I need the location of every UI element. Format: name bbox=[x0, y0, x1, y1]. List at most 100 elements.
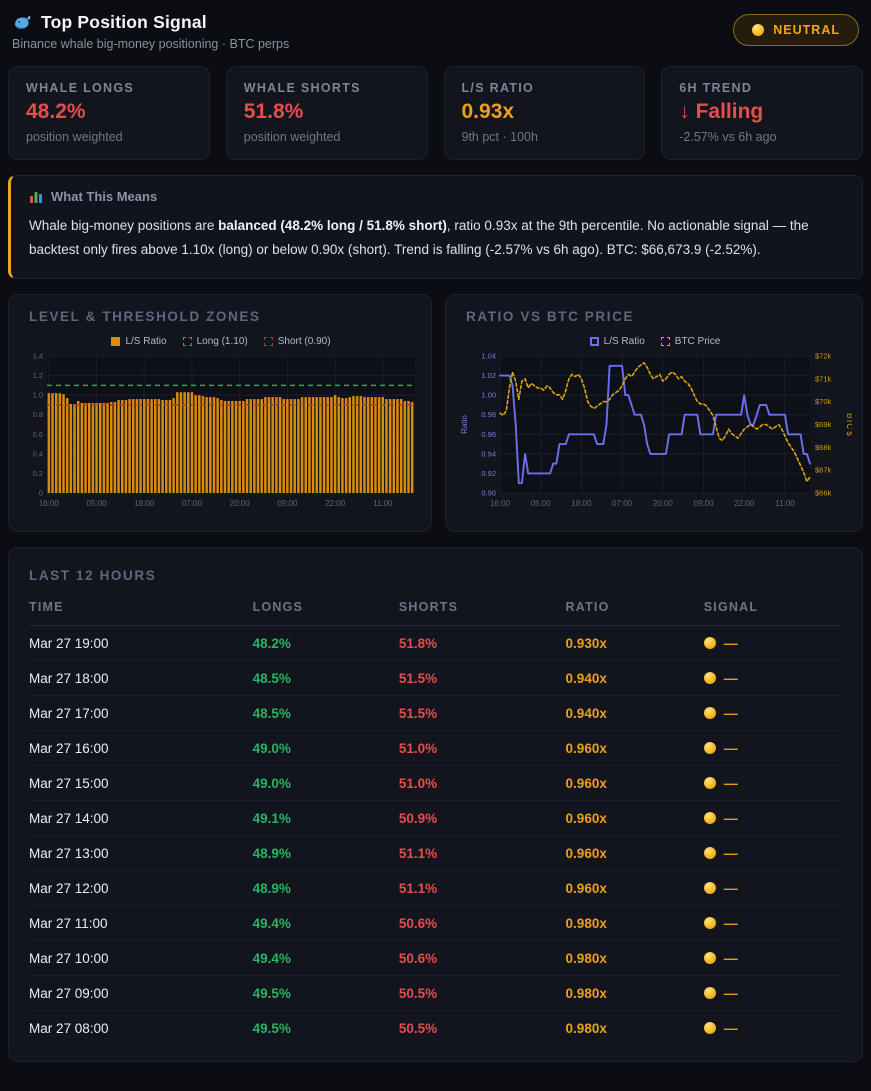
table-row: Mar 27 08:00 49.5% 50.5% 0.980x — bbox=[29, 1011, 842, 1046]
svg-text:0.2: 0.2 bbox=[33, 469, 43, 478]
table-row: Mar 27 13:00 48.9% 51.1% 0.960x — bbox=[29, 835, 842, 872]
shorts-cell: 50.9% bbox=[398, 800, 566, 837]
shorts-cell: 51.5% bbox=[398, 695, 566, 732]
table-row: Mar 27 11:00 49.4% 50.6% 0.980x — bbox=[29, 905, 842, 942]
stat-sub: -2.57% vs 6h ago bbox=[679, 130, 777, 144]
stat-card-whale-longs: WHALE LONGS 48.2% position weighted bbox=[8, 66, 210, 160]
svg-text:0.94: 0.94 bbox=[481, 450, 496, 459]
longs-cell: 49.4% bbox=[252, 940, 399, 977]
svg-text:09:00: 09:00 bbox=[694, 499, 715, 508]
shorts-cell: 51.5% bbox=[398, 660, 566, 697]
svg-text:1.04: 1.04 bbox=[481, 352, 496, 361]
stat-value: 51.8% bbox=[243, 100, 304, 123]
svg-text:$69k: $69k bbox=[815, 420, 832, 429]
stat-sub: position weighted bbox=[243, 130, 341, 144]
svg-text:20:00: 20:00 bbox=[230, 499, 251, 508]
svg-text:0: 0 bbox=[39, 489, 43, 498]
stat-value: 0.93x bbox=[461, 100, 515, 123]
longs-cell: 49.5% bbox=[252, 975, 399, 1012]
svg-text:05:00: 05:00 bbox=[87, 499, 108, 508]
signal-cell: — bbox=[703, 870, 842, 907]
table-row: Mar 27 18:00 48.5% 51.5% 0.940x — bbox=[29, 660, 842, 697]
status-badge-label: NEUTRAL bbox=[773, 23, 840, 37]
time-cell: Mar 27 15:00 bbox=[29, 765, 253, 802]
signal-cell: — bbox=[703, 975, 842, 1012]
signal-dash: — bbox=[723, 635, 738, 652]
ratio-cell: 0.980x bbox=[565, 940, 704, 977]
note-title: What This Means bbox=[51, 189, 158, 204]
longs-cell: 49.1% bbox=[252, 800, 399, 837]
ratio-cell: 0.960x bbox=[565, 730, 704, 767]
legend-swatch-btc-price bbox=[660, 337, 670, 347]
svg-text:18:00: 18:00 bbox=[134, 499, 155, 508]
status-dot-icon bbox=[752, 24, 765, 36]
note-text: Whale big-money positions are balanced (… bbox=[29, 218, 809, 257]
svg-text:20:00: 20:00 bbox=[653, 499, 674, 508]
table-row: Mar 27 16:00 49.0% 51.0% 0.960x — bbox=[29, 730, 842, 767]
chart-legend: L/S Ratio Long (1.10) Short (0.90) bbox=[21, 336, 421, 347]
longs-cell: 48.5% bbox=[252, 660, 399, 697]
shorts-cell: 51.0% bbox=[398, 730, 566, 767]
stat-cards: WHALE LONGS 48.2% position weighted WHAL… bbox=[8, 66, 863, 160]
header-left: Top Position Signal Binance whale big-mo… bbox=[12, 12, 289, 51]
table-row: Mar 27 10:00 49.4% 50.6% 0.980x — bbox=[29, 940, 842, 977]
signal-cell: — bbox=[703, 800, 842, 837]
hours-table-body: Mar 27 19:00 48.2% 51.8% 0.930x — Mar 27 18:0… bbox=[29, 625, 842, 1046]
legend-label: Long (1.10) bbox=[196, 336, 248, 348]
col-ratio: RATIO bbox=[565, 587, 704, 627]
time-cell: Mar 27 14:00 bbox=[29, 800, 253, 837]
signal-cell: — bbox=[703, 835, 842, 872]
ratio-vs-price-chart-card: RATIO VS BTC PRICE L/S Ratio BTC Price 0… bbox=[445, 294, 863, 533]
time-cell: Mar 27 09:00 bbox=[29, 975, 253, 1012]
svg-text:$66k: $66k bbox=[815, 489, 832, 498]
signal-dash: — bbox=[723, 810, 738, 827]
longs-cell: 49.4% bbox=[252, 905, 399, 942]
stat-card-whale-shorts: WHALE SHORTS 51.8% position weighted bbox=[225, 66, 428, 160]
signal-dash: — bbox=[723, 880, 738, 897]
col-longs: LONGS bbox=[252, 587, 399, 627]
svg-text:$71k: $71k bbox=[815, 375, 832, 384]
stat-label: L/S RATIO bbox=[461, 81, 535, 95]
shorts-cell: 50.5% bbox=[398, 975, 566, 1012]
table-header-row: TIME LONGS SHORTS RATIO SIGNAL bbox=[29, 587, 842, 627]
status-badge: NEUTRAL bbox=[733, 14, 859, 46]
ratio-cell: 0.960x bbox=[565, 800, 704, 837]
longs-cell: 49.0% bbox=[252, 730, 399, 767]
time-cell: Mar 27 13:00 bbox=[29, 835, 253, 872]
svg-text:16:00: 16:00 bbox=[39, 499, 60, 508]
time-cell: Mar 27 08:00 bbox=[29, 1020, 109, 1036]
signal-dash: — bbox=[723, 845, 738, 862]
svg-text:05:00: 05:00 bbox=[531, 499, 552, 508]
whale-icon bbox=[12, 13, 32, 33]
signal-dot-icon bbox=[703, 1022, 716, 1035]
svg-text:$68k: $68k bbox=[815, 443, 832, 452]
stat-value: ↓ Falling bbox=[679, 100, 764, 123]
signal-dot-icon bbox=[703, 882, 716, 895]
ratio-cell: 0.930x bbox=[565, 625, 704, 662]
signal-cell: — bbox=[703, 765, 842, 802]
signal-dot-icon bbox=[703, 847, 716, 860]
shorts-cell: 51.1% bbox=[398, 870, 566, 907]
stat-sub: position weighted bbox=[26, 130, 123, 144]
signal-dash: — bbox=[723, 985, 738, 1002]
svg-text:1.4: 1.4 bbox=[33, 352, 43, 361]
shorts-cell: 51.8% bbox=[398, 625, 566, 662]
longs-cell: 48.5% bbox=[252, 695, 399, 732]
svg-text:$70k: $70k bbox=[815, 397, 832, 406]
longs-cell: 48.9% bbox=[252, 870, 399, 907]
signal-dot-icon bbox=[703, 742, 716, 755]
chart-legend: L/S Ratio BTC Price bbox=[458, 336, 852, 347]
ratio-cell: 0.940x bbox=[565, 660, 704, 697]
signal-dot-icon bbox=[703, 672, 716, 685]
legend-label: BTC Price bbox=[674, 336, 721, 348]
stat-label: 6H TREND bbox=[679, 81, 753, 95]
time-cell: Mar 27 16:00 bbox=[29, 730, 253, 767]
svg-text:18:00: 18:00 bbox=[571, 499, 592, 508]
signal-cell: — bbox=[703, 905, 842, 942]
last-12-hours-panel: LAST 12 HOURS TIME LONGS SHORTS RATIO SI… bbox=[8, 547, 863, 1063]
svg-text:07:00: 07:00 bbox=[612, 499, 633, 508]
time-cell: Mar 27 12:00 bbox=[29, 870, 253, 907]
shorts-cell: 50.6% bbox=[398, 905, 566, 942]
svg-text:22:00: 22:00 bbox=[325, 499, 346, 508]
